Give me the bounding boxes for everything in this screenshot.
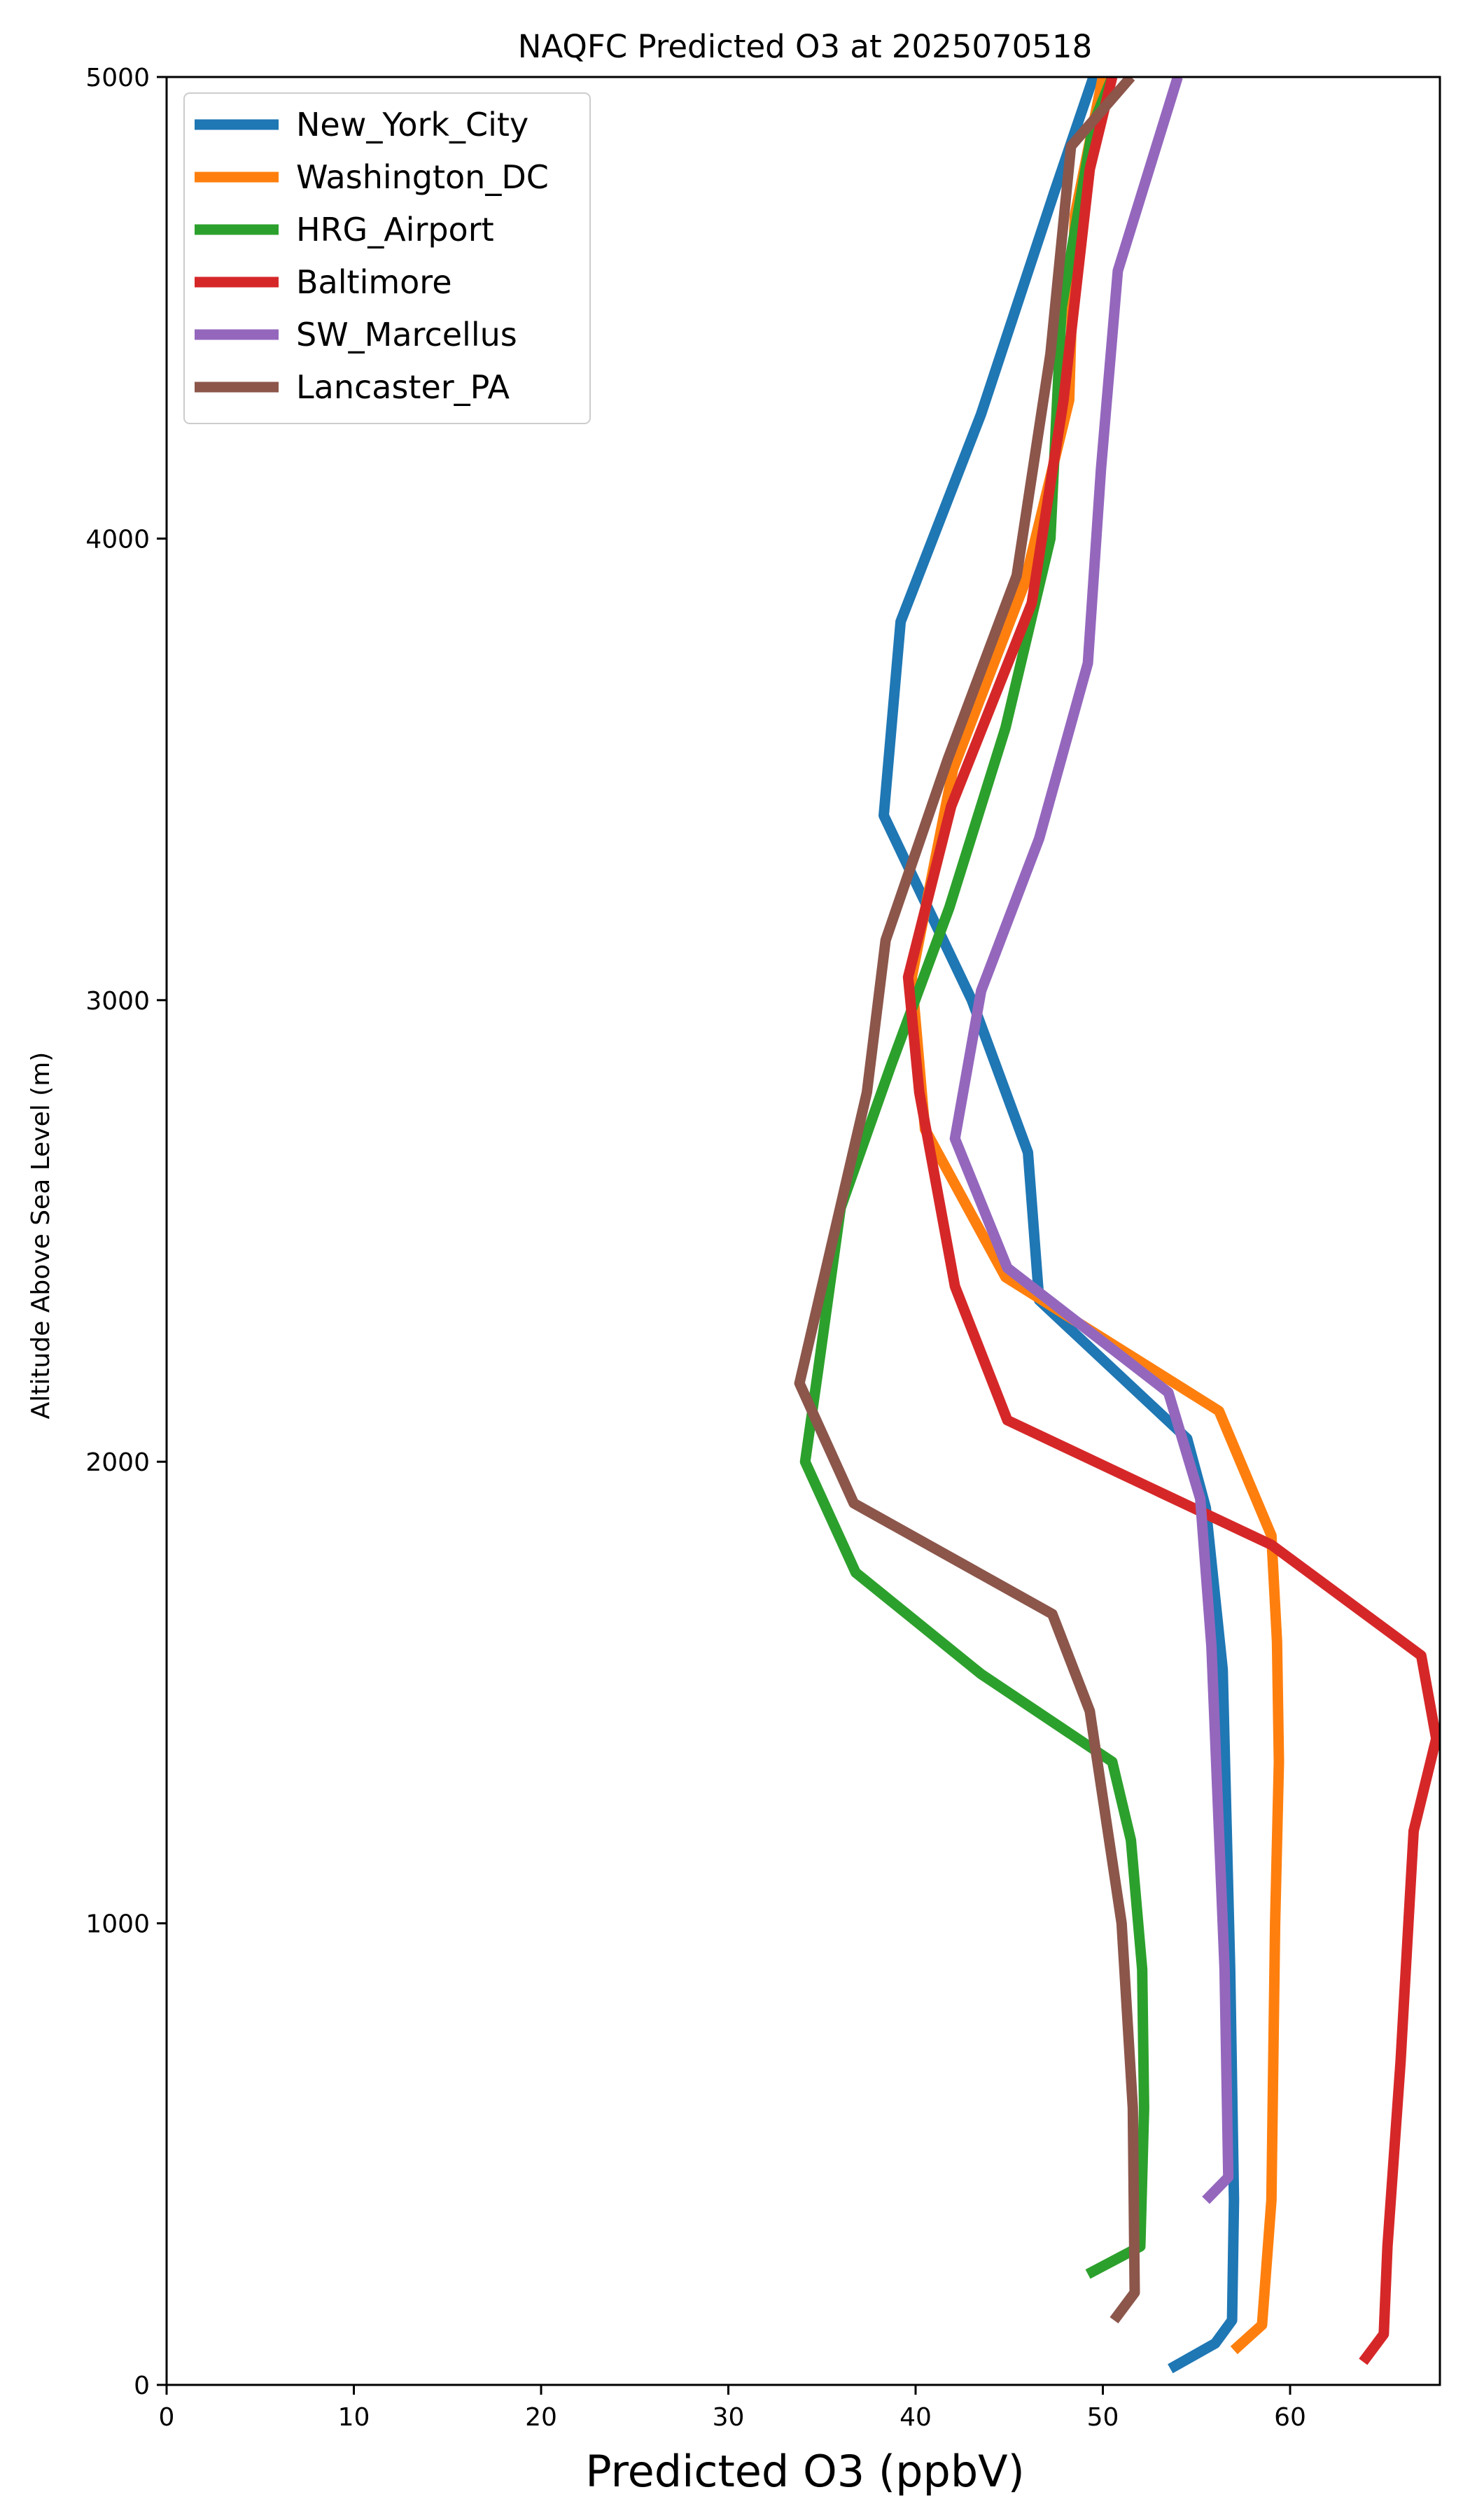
x-tick-label: 0 (159, 2403, 175, 2432)
legend-label-sw-marcellus: SW_Marcellus (296, 316, 517, 354)
x-axis-label: Predicted O3 (ppbV) (585, 2446, 1025, 2497)
y-tick-label: 5000 (85, 64, 150, 92)
series-line-sw-marcellus (949, 77, 1234, 2204)
axes-layer: 0 10 20 30 40 50 60 0 1000 2000 3000 4000 5000 (85, 64, 1441, 2432)
plot-layer (794, 77, 1440, 2374)
plot-frame (165, 76, 1441, 2386)
legend-label-washington-dc: Washington_DC (296, 158, 549, 196)
series-line-baltimore (902, 77, 1440, 2365)
legend: New_York_City Washington_DC HRG_Airport Bal… (183, 92, 591, 424)
chart-title: NAQFC Predicted O3 at 2025070518 (518, 28, 1092, 65)
x-tick-label: 40 (899, 2403, 932, 2432)
x-tick-label: 50 (1087, 2403, 1119, 2432)
legend-label-lancaster-pa: Lancaster_PA (296, 368, 510, 406)
series-line-new-york-city (878, 77, 1240, 2374)
y-tick-label: 2000 (85, 1448, 150, 1477)
x-tick-label: 20 (525, 2403, 557, 2432)
y-tick-label: 3000 (85, 987, 150, 1016)
x-tick-label: 10 (338, 2403, 370, 2432)
legend-label-hrg-airport: HRG_Airport (296, 211, 494, 248)
y-axis-label: Altitude Above Sea Level (m) (27, 1052, 55, 1420)
legend-label-new-york-city: New_York_City (296, 106, 528, 144)
legend-label-baltimore: Baltimore (296, 263, 452, 301)
y-tick-label: 4000 (85, 525, 150, 554)
y-tick-label: 1000 (85, 1910, 150, 1939)
x-tick-label: 30 (713, 2403, 745, 2432)
x-tick-label: 60 (1274, 2403, 1306, 2432)
series-line-lancaster-pa (794, 77, 1140, 2324)
legend-box (183, 92, 591, 424)
y-tick-label: 0 (134, 2372, 150, 2400)
